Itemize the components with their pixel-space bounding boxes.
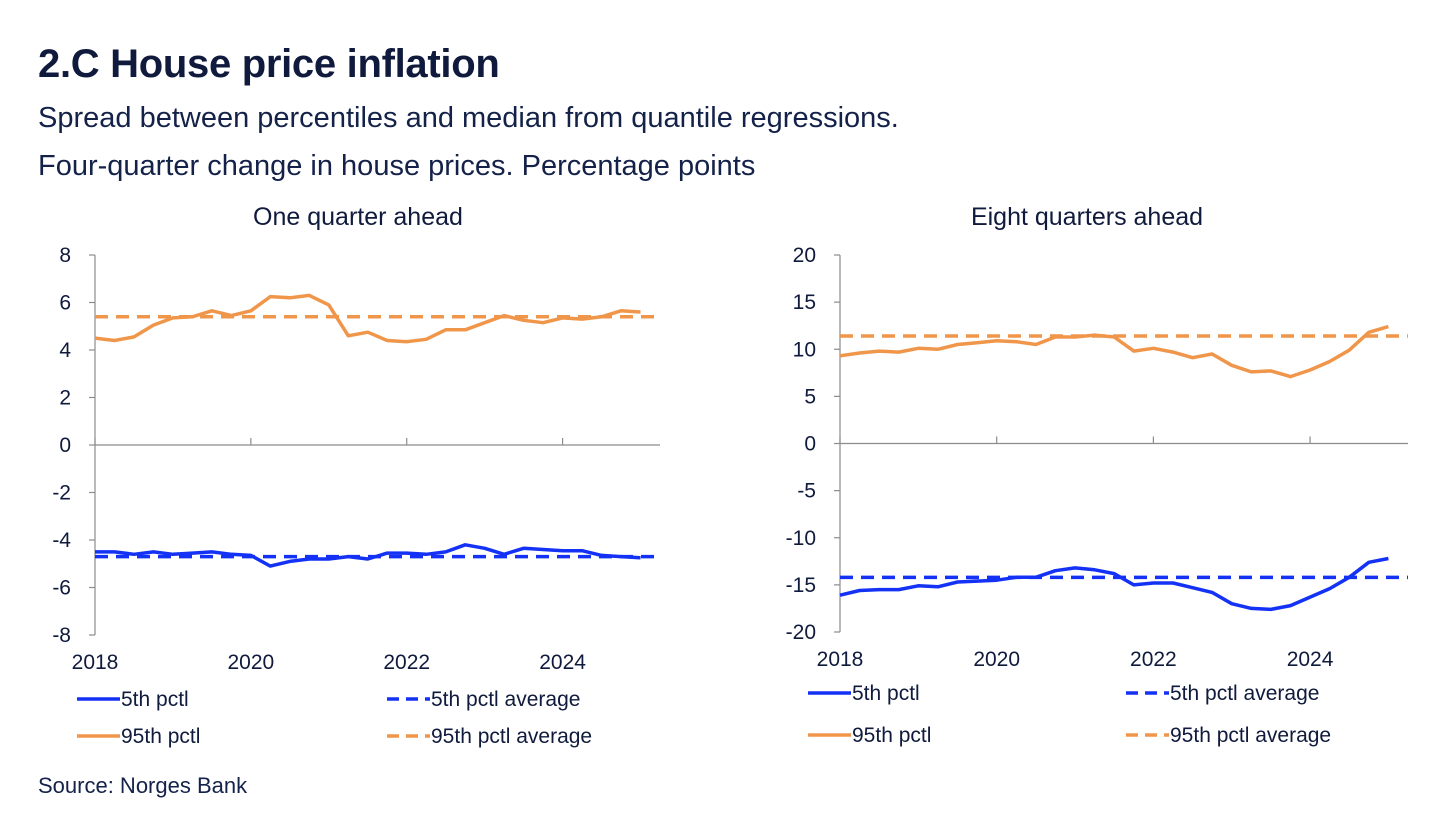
series-5th-pctl (839, 556, 1389, 612)
x-tick-label: 2020 (973, 648, 1020, 671)
series-95th-pctl (94, 293, 641, 344)
y-tick-label: -8 (52, 624, 71, 647)
y-tick-label: -10 (786, 527, 816, 550)
figure-title: 2.C House price inflation (38, 42, 500, 86)
series-95th-pctl (839, 324, 1389, 379)
y-tick-label: 15 (793, 291, 816, 314)
y-tick-label: 20 (793, 244, 816, 267)
y-tick-label: -2 (52, 482, 71, 505)
y-tick-label: -6 (52, 577, 71, 600)
x-tick-label: 2018 (817, 648, 864, 671)
legend-label-5th-pctl-average: 5th pctl average (1170, 682, 1319, 705)
panel-title: One quarter ahead (253, 203, 463, 231)
legend-label-5th-pctl-average: 5th pctl average (431, 688, 580, 711)
series-5th-pctl (95, 543, 641, 568)
y-tick-label: 6 (59, 292, 71, 315)
figure-subtitle-line-2: Four-quarter change in house prices. Per… (38, 150, 756, 182)
x-tick-label: 2022 (383, 651, 430, 674)
legend-label-95th-pctl: 95th pctl (121, 725, 200, 748)
legend-label-95th-pctl: 95th pctl (852, 724, 931, 747)
y-tick-label: -4 (52, 529, 71, 552)
y-tick-label: 5 (804, 385, 816, 408)
legend-label-95th-pctl-average: 95th pctl average (431, 725, 592, 748)
y-tick-label: 0 (59, 434, 71, 457)
legend-label-95th-pctl-average: 95th pctl average (1170, 724, 1331, 747)
y-tick-label: 4 (59, 339, 71, 362)
legend-label-5th-pctl: 5th pctl (121, 688, 189, 711)
chart-eight-quarters-ahead: Eight quarters ahead20151050-5-10-15-202… (786, 203, 1408, 747)
figure-subtitle-line-1: Spread between percentiles and median fr… (38, 102, 899, 134)
y-tick-label: 8 (59, 244, 71, 267)
x-tick-label: 2024 (539, 651, 586, 674)
y-tick-label: 10 (793, 338, 816, 361)
y-tick-label: -5 (797, 480, 816, 503)
x-tick-label: 2018 (72, 651, 119, 674)
x-tick-label: 2020 (228, 651, 275, 674)
y-tick-label: -20 (786, 621, 816, 644)
source-note: Source: Norges Bank (38, 773, 248, 798)
y-tick-label: 2 (59, 387, 71, 410)
x-tick-label: 2022 (1130, 648, 1177, 671)
panel-title: Eight quarters ahead (971, 203, 1203, 231)
y-tick-label: 0 (804, 433, 816, 456)
x-tick-label: 2024 (1287, 648, 1334, 671)
legend-label-5th-pctl: 5th pctl (852, 682, 920, 705)
y-tick-label: -15 (786, 574, 816, 597)
